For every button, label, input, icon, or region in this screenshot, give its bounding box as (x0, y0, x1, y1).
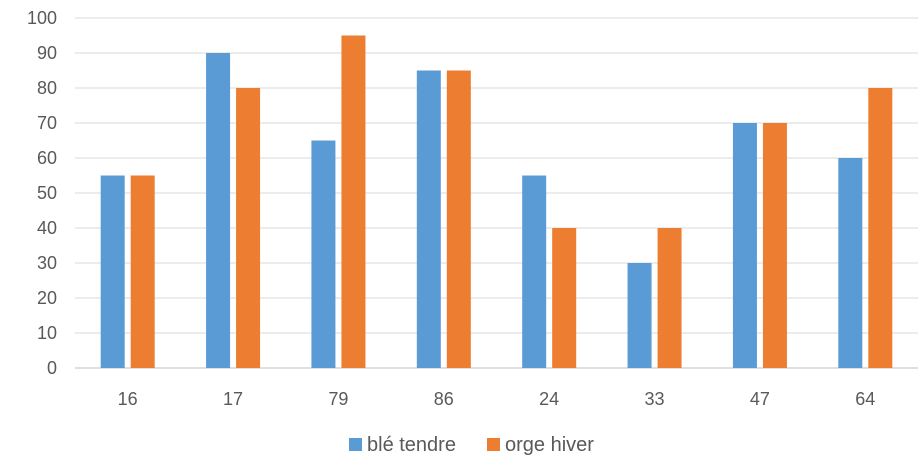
legend: blé tendre orge hiver (349, 434, 594, 456)
bar-orge-hiver-64 (868, 88, 893, 368)
bar-orge-hiver-16 (130, 175, 155, 368)
y-tick-label-20: 20 (37, 288, 57, 308)
bar-blé-tendre-86 (416, 70, 441, 368)
legend-swatch-orge-hiver (487, 438, 500, 451)
bar-blé-tendre-24 (522, 175, 547, 368)
bar-orge-hiver-33 (657, 228, 682, 368)
x-tick-label-33: 33 (645, 389, 665, 409)
legend-label-ble-tendre: blé tendre (367, 434, 456, 456)
bar-blé-tendre-79 (311, 140, 336, 368)
x-tick-label-64: 64 (855, 389, 875, 409)
x-tick-label-86: 86 (434, 389, 454, 409)
bar-orge-hiver-47 (762, 123, 787, 368)
x-tick-label-79: 79 (328, 389, 348, 409)
y-tick-label-90: 90 (37, 43, 57, 63)
bar-orge-hiver-17 (236, 88, 261, 368)
gridlines (75, 17, 918, 369)
x-tick-label-16: 16 (118, 389, 138, 409)
bar-blé-tendre-33 (627, 263, 652, 368)
legend-label-orge-hiver: orge hiver (505, 434, 594, 456)
x-tick-label-17: 17 (223, 389, 243, 409)
y-tick-label-30: 30 (37, 253, 57, 273)
x-axis: 16 17 79 86 24 33 47 64 (118, 389, 876, 409)
y-tick-label-70: 70 (37, 113, 57, 133)
bar-orge-hiver-86 (446, 70, 471, 368)
y-tick-label-50: 50 (37, 183, 57, 203)
y-axis: 0 10 20 30 40 50 60 70 80 90 100 (27, 8, 57, 378)
y-tick-label-60: 60 (37, 148, 57, 168)
y-tick-label-40: 40 (37, 218, 57, 238)
bars (100, 35, 893, 368)
x-tick-label-24: 24 (539, 389, 559, 409)
y-tick-label-0: 0 (47, 358, 57, 378)
bar-blé-tendre-47 (732, 123, 757, 368)
bar-blé-tendre-16 (100, 175, 125, 368)
y-tick-label-80: 80 (37, 78, 57, 98)
bar-blé-tendre-17 (206, 53, 231, 368)
y-tick-label-10: 10 (37, 323, 57, 343)
y-tick-label-100: 100 (27, 8, 57, 28)
bar-blé-tendre-64 (838, 158, 863, 368)
bar-orge-hiver-79 (341, 35, 366, 368)
legend-swatch-ble-tendre (349, 438, 362, 451)
bar-orge-hiver-24 (552, 228, 577, 368)
x-tick-label-47: 47 (750, 389, 770, 409)
